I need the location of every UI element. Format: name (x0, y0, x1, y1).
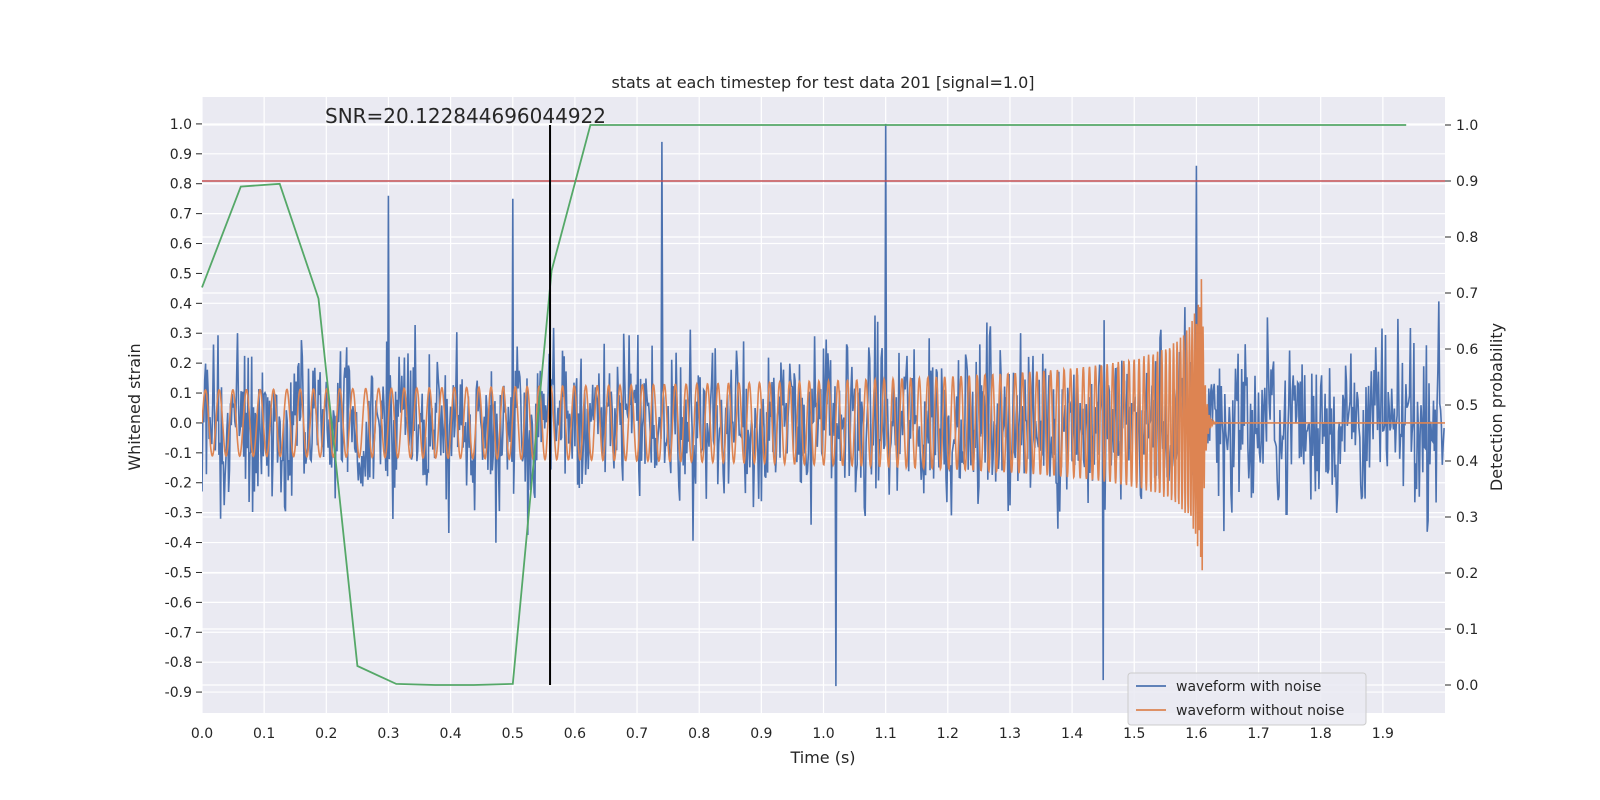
y2-tick-label: 0.7 (1456, 286, 1478, 302)
y-tick-label: 0.4 (170, 296, 192, 312)
y-tick-label: 1.0 (170, 117, 192, 133)
y-tick-label: 0.8 (170, 177, 192, 193)
x-tick-label: 1.5 (1123, 726, 1145, 742)
legend-box (1127, 672, 1367, 726)
chart-title: stats at each timestep for test data 201… (611, 73, 1034, 92)
y2-tick-label: 0.3 (1456, 510, 1478, 526)
x-tick-label: 0.5 (502, 726, 524, 742)
series-waveform-without-noise (202, 279, 1445, 571)
legend: waveform with noise waveform without noi… (1127, 672, 1367, 726)
y-tick-label: 0.1 (170, 386, 192, 402)
y-tick-label: 0.6 (170, 237, 192, 253)
y-tick-label: -0.6 (165, 595, 192, 611)
y-tick-label: 0.0 (170, 416, 192, 432)
x-axis-label: Time (s) (789, 748, 855, 767)
y2-tick-label: 0.8 (1456, 230, 1478, 246)
y-tick-label: 0.3 (170, 326, 192, 342)
y-tick-label: -0.2 (165, 476, 192, 492)
x-tick-label: 0.1 (253, 726, 275, 742)
y2-tick-label: 0.1 (1456, 622, 1478, 638)
y-tick-label: -0.1 (165, 446, 192, 462)
y-tick-label: 0.7 (170, 207, 192, 223)
x-tick-label: 1.1 (875, 726, 897, 742)
x-tick-label: 0.3 (377, 726, 399, 742)
x-tick-label: 0.6 (564, 726, 586, 742)
y2-tick-label: 0.6 (1456, 342, 1478, 358)
x-tick-label: 0.2 (315, 726, 337, 742)
y2-tick-label: 0.5 (1456, 398, 1478, 414)
y-axis-label: Whitened strain (125, 343, 144, 470)
legend-label-clean: waveform without noise (1176, 703, 1344, 719)
x-tick-labels: 0.0 0.1 0.2 0.3 0.4 0.5 0.6 0.7 0.8 0.9 1.0 1.1 1.2 1… (191, 726, 1394, 742)
y2-tick-label: 1.0 (1456, 118, 1478, 134)
y-tick-labels: 1.0 0.9 0.8 0.7 0.6 0.5 0.4 0.3 0.2 0.1 0.0 -0.1 -0.… (165, 117, 202, 701)
snr-annotation: SNR=20.122844696044922 (325, 104, 606, 128)
x-tick-label: 0.0 (191, 726, 213, 742)
x-tick-label: 0.8 (688, 726, 710, 742)
y-tick-label: 0.5 (170, 266, 192, 282)
y-tick-label: -0.7 (165, 625, 192, 641)
x-tick-label: 0.9 (750, 726, 772, 742)
x-tick-label: 0.4 (439, 726, 461, 742)
y2-tick-label: 0.9 (1456, 174, 1478, 190)
y2-tick-label: 0.0 (1456, 678, 1478, 694)
y2-tick-label: 0.4 (1456, 454, 1478, 470)
x-tick-label: 1.6 (1185, 726, 1207, 742)
x-tick-label: 1.9 (1372, 726, 1394, 742)
y-tick-label: -0.3 (165, 506, 192, 522)
x-tick-label: 1.4 (1061, 726, 1083, 742)
x-tick-label: 1.7 (1247, 726, 1269, 742)
y2-tick-labels: 1.0 0.9 0.8 0.7 0.6 0.5 0.4 0.3 0.2 0.1 0.0 (1445, 118, 1478, 694)
series-detection-probability (201, 124, 1407, 686)
x-tick-label: 1.8 (1310, 726, 1332, 742)
y2-tick-label: 0.2 (1456, 566, 1478, 582)
x-tick-label: 1.0 (812, 726, 834, 742)
y-tick-label: -0.8 (165, 655, 192, 671)
y-tick-label: 0.9 (170, 147, 192, 163)
x-tick-label: 1.3 (999, 726, 1021, 742)
x-tick-label: 1.2 (937, 726, 959, 742)
y-tick-label: -0.9 (165, 685, 192, 701)
legend-label-noisy: waveform with noise (1176, 679, 1321, 695)
y2-axis-label: Detection probability (1487, 323, 1506, 491)
x-tick-label: 0.7 (626, 726, 648, 742)
y-tick-label: -0.5 (165, 565, 192, 581)
y-tick-label: -0.4 (165, 536, 192, 552)
y-tick-label: 0.2 (170, 356, 192, 372)
